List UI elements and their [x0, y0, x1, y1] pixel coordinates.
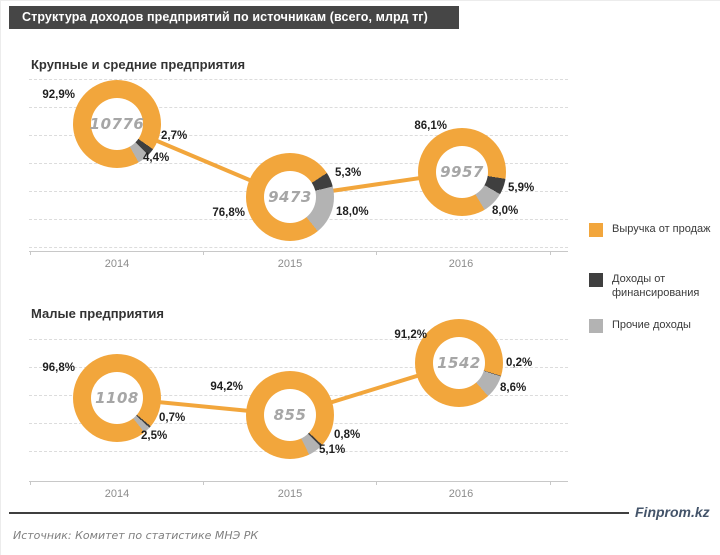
legend-swatch-other — [589, 319, 603, 333]
x-tick-label-2014: 2014 — [104, 258, 130, 270]
donut-total-value: 10776 — [89, 115, 145, 133]
pct-label-financing: 0,7% — [159, 412, 186, 424]
x-tick-label-2016: 2016 — [448, 258, 474, 270]
page-title: Структура доходов предприятий по источни… — [9, 6, 459, 29]
footer-divider — [9, 512, 629, 514]
donut-hole: 1542 — [433, 337, 485, 389]
pct-label-financing: 5,3% — [335, 167, 362, 179]
donut-hole: 9957 — [436, 146, 488, 198]
pct-label-other: 4,4% — [143, 152, 170, 164]
legend-label: Прочие доходы — [612, 319, 691, 331]
donut-total-value: 1542 — [437, 354, 481, 372]
donut-total-value: 1108 — [95, 389, 139, 407]
x-axis — [29, 481, 568, 482]
legend-swatch-revenue — [589, 223, 603, 237]
donut-total-value: 855 — [273, 406, 307, 424]
pct-label-financing: 2,7% — [161, 130, 188, 142]
legend-swatch-financing — [589, 273, 603, 287]
legend-label: Выручка от продаж — [612, 223, 711, 235]
legend-item-financing: Доходы от финансирования — [589, 272, 711, 300]
pct-label-revenue: 92,9% — [42, 89, 75, 101]
gridline — [29, 367, 568, 368]
x-tick-label-2015: 2015 — [277, 258, 303, 270]
brand-logo-text: Finprom.kz — [635, 504, 710, 520]
axis-tick — [550, 251, 551, 255]
chart1-title: Крупные и средние предприятия — [31, 57, 246, 72]
legend-label: Доходы от финансирования — [612, 273, 700, 299]
gridline — [29, 79, 568, 80]
pct-label-revenue: 91,2% — [394, 329, 427, 341]
pct-label-revenue: 86,1% — [414, 120, 447, 132]
donut-total-value: 9957 — [440, 163, 484, 181]
axis-tick — [376, 481, 377, 485]
source-note: Источник: Комитет по статистике МНЭ РК — [13, 529, 259, 542]
axis-tick — [376, 251, 377, 255]
x-tick-label-2016: 2016 — [448, 488, 474, 500]
axis-tick — [203, 481, 204, 485]
pct-label-financing: 0,8% — [334, 429, 361, 441]
pct-label-other: 8,6% — [500, 382, 527, 394]
axis-tick — [30, 481, 31, 485]
pct-label-revenue: 94,2% — [210, 381, 243, 393]
pct-label-other: 5,1% — [319, 444, 346, 456]
donut-hole: 1108 — [91, 372, 143, 424]
pct-label-financing: 0,2% — [506, 357, 533, 369]
donut-large-2016: 9957 — [418, 128, 506, 216]
pct-label-other: 8,0% — [492, 205, 519, 217]
x-axis — [29, 251, 568, 252]
pct-label-other: 2,5% — [141, 430, 168, 442]
donut-small-2015: 855 — [246, 371, 334, 459]
donut-hole: 10776 — [89, 98, 145, 150]
axis-tick — [203, 251, 204, 255]
pct-label-revenue: 76,8% — [212, 207, 245, 219]
axis-tick — [30, 251, 31, 255]
donut-small-2016: 1542 — [415, 319, 503, 407]
donut-small-2014: 1108 — [73, 354, 161, 442]
gridline — [29, 247, 568, 248]
gridline — [29, 107, 568, 108]
gridline — [29, 135, 568, 136]
x-tick-label-2015: 2015 — [277, 488, 303, 500]
donut-hole: 855 — [264, 389, 316, 441]
donut-hole: 9473 — [264, 171, 316, 223]
donut-large-2014: 10776 — [73, 80, 161, 168]
legend-item-other: Прочие доходы — [589, 318, 711, 333]
legend-item-revenue: Выручка от продаж — [589, 222, 711, 237]
axis-tick — [550, 481, 551, 485]
pct-label-financing: 5,9% — [508, 182, 535, 194]
gridline — [29, 339, 568, 340]
donut-large-2015: 9473 — [246, 153, 334, 241]
x-tick-label-2014: 2014 — [104, 488, 130, 500]
pct-label-revenue: 96,8% — [42, 362, 75, 374]
chart2-title: Малые предприятия — [31, 306, 165, 321]
donut-total-value: 9473 — [268, 188, 312, 206]
pct-label-other: 18,0% — [336, 206, 369, 218]
